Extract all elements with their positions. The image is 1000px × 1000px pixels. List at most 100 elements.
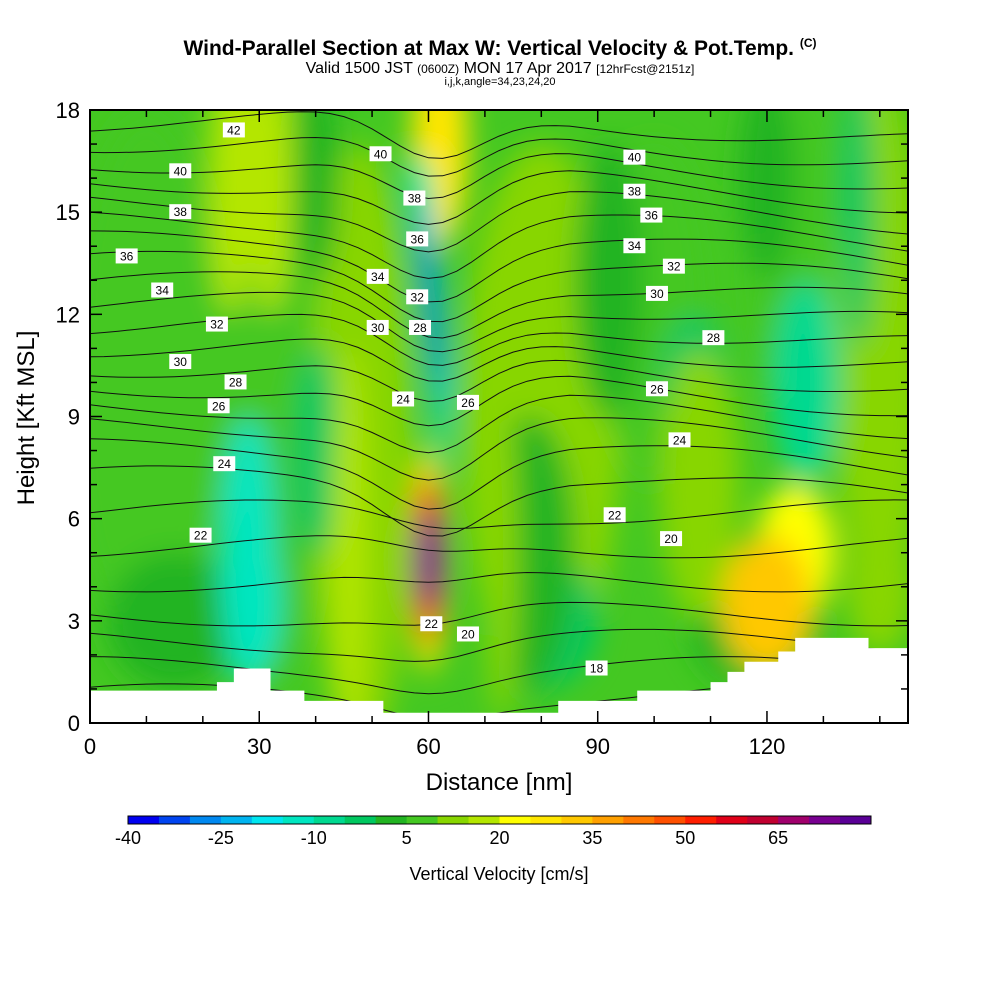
y-tick-label: 9 [68, 405, 80, 430]
contour-label-box [640, 207, 663, 223]
colorbar-label: 50 [675, 828, 695, 848]
colorbar-swatch [747, 816, 779, 824]
colorbar-label: 65 [768, 828, 788, 848]
contour-label-box [369, 146, 392, 162]
contour-label: 18 [585, 660, 608, 676]
copyright-mark: (C) [799, 36, 817, 50]
contour-label: 40 [169, 163, 192, 179]
contour-label-text: 40 [374, 147, 388, 161]
contour-label: 38 [623, 183, 646, 199]
contour-label: 22 [420, 616, 443, 632]
contour-label-text: 30 [650, 287, 664, 301]
colorbar: -40 -25 -10 5 20 35 50 65 [115, 815, 872, 848]
x-tick-label: 90 [585, 734, 609, 759]
contour-label-box [207, 398, 230, 414]
velocity-region [659, 348, 739, 621]
colorbar-swatch [592, 816, 624, 824]
contour-label-box [222, 122, 245, 138]
colorbar-title: Vertical Velocity [cm/s] [409, 864, 588, 884]
colorbar-label: -25 [208, 828, 234, 848]
isentrope-line [90, 153, 908, 200]
contour-label: 34 [151, 282, 174, 298]
colorbar-swatch [654, 816, 686, 824]
valid-utc: (0600Z) [417, 62, 460, 76]
isentrope-line [90, 438, 908, 510]
contour-label: 20 [660, 531, 683, 547]
isentrope-line [90, 656, 908, 695]
contour-label: 24 [392, 391, 415, 407]
colorbar-swatch [375, 816, 408, 824]
contour-label: 36 [406, 231, 429, 247]
contour-label: 26 [456, 394, 479, 410]
velocity-region [236, 535, 282, 672]
chart-title-text: Wind-Parallel Section at Max W: Vertical… [183, 37, 794, 60]
contour-label-text: 18 [590, 662, 604, 676]
contour-label-box [169, 163, 192, 179]
colorbar-label: -40 [115, 828, 141, 848]
contour-label-box [409, 319, 432, 335]
velocity-region [332, 348, 367, 723]
colorbar-swatch [158, 816, 191, 824]
contour-label-box [366, 268, 389, 284]
colorbar-swatch [282, 816, 315, 824]
colorbar-swatch [128, 816, 160, 824]
isentrope-line [90, 191, 908, 253]
y-axis-title: Height [Kft MSL] [13, 331, 40, 506]
colorbar-swatch [468, 816, 500, 824]
isentrope-line [90, 499, 908, 530]
contour-label: 42 [222, 122, 245, 138]
x-tick-label: 60 [416, 734, 440, 759]
contour-label-text: 20 [461, 627, 475, 641]
contour-label-text: 42 [227, 123, 241, 137]
contour-label-text: 32 [667, 260, 681, 274]
contour-label: 32 [662, 258, 685, 274]
contour-label-box [115, 248, 138, 264]
isentrope-line [90, 211, 908, 279]
contour-label: 22 [189, 527, 212, 543]
isentrope-line [90, 250, 908, 323]
contour-label-text: 40 [628, 151, 642, 165]
contour-label-box [645, 285, 668, 301]
contour-label-box [224, 374, 247, 390]
contour-label-text: 38 [408, 192, 422, 206]
chart-title: Wind-Parallel Section at Max W: Vertical… [0, 36, 1000, 61]
contour-label: 36 [115, 248, 138, 264]
contour-label-box [392, 391, 415, 407]
contour-label-text: 30 [174, 355, 188, 369]
velocity-region [293, 348, 339, 553]
contour-label-text: 34 [628, 239, 642, 253]
contour-label-text: 28 [707, 331, 721, 345]
colorbar-frame [127, 815, 872, 825]
contour-label-box [403, 190, 426, 206]
isentrope-line [90, 338, 908, 382]
x-tick-label: 120 [749, 734, 786, 759]
contour-label: 24 [668, 432, 691, 448]
contour-label-text: 40 [174, 164, 188, 178]
contour-label-text: 22 [608, 508, 622, 522]
contour-label-box [645, 381, 668, 397]
velocity-region [738, 110, 796, 281]
isentrope-line [90, 394, 908, 454]
forecast-note: [12hrFcst@2151z] [596, 62, 695, 76]
contour-label-box [366, 319, 389, 335]
contour-label-box [189, 527, 212, 543]
contour-label: 28 [702, 330, 725, 346]
colorbar-swatch [716, 816, 748, 824]
contour-label-box [420, 616, 443, 632]
colorbar-swatch [809, 816, 841, 824]
contour-label-box [623, 238, 646, 254]
x-tick-label: 30 [247, 734, 271, 759]
section-indices: i,j,k,angle=34,23,24,20 [444, 76, 556, 88]
contour-label: 30 [366, 319, 389, 335]
contour-label: 20 [456, 626, 479, 642]
velocity-region [575, 144, 643, 417]
y-tick-label: 18 [56, 98, 80, 123]
colorbar-swatch [840, 816, 872, 824]
contour-label-text: 24 [396, 392, 410, 406]
contour-label-box [456, 626, 479, 642]
colorbar-swatch [623, 816, 655, 824]
y-tick-label: 3 [68, 609, 80, 634]
colorbar-swatch [561, 816, 593, 824]
contour-label: 36 [640, 207, 663, 223]
